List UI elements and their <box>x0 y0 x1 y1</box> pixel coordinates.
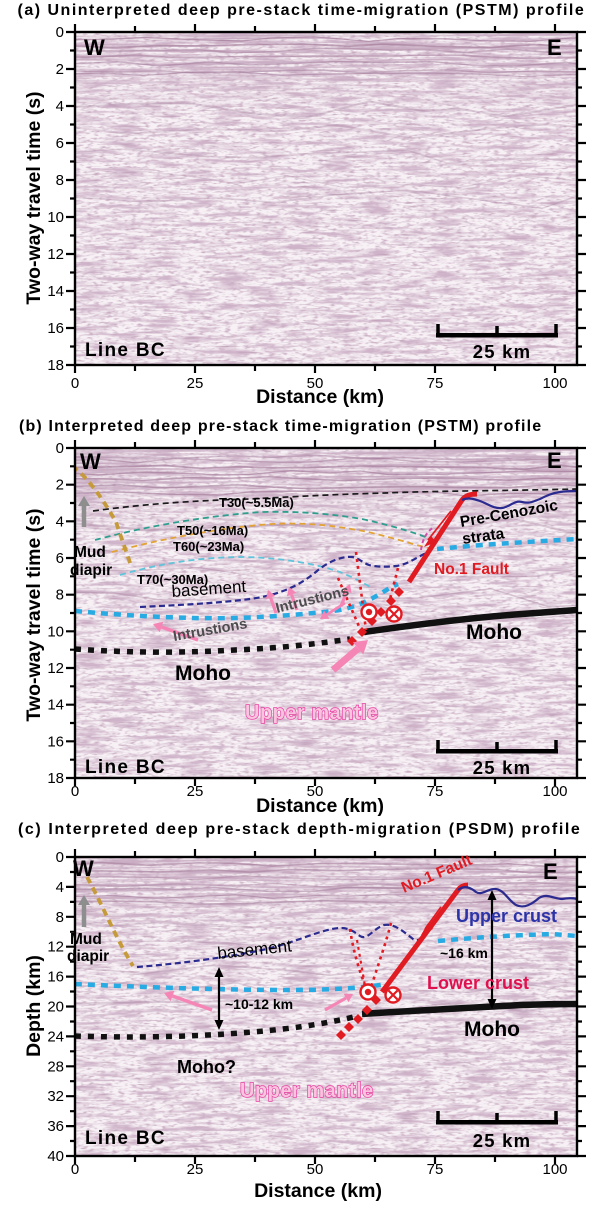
svg-text:20: 20 <box>47 999 64 1016</box>
svg-text:~16 km: ~16 km <box>440 945 488 961</box>
svg-text:10: 10 <box>47 623 64 640</box>
svg-text:W: W <box>80 449 101 474</box>
svg-text:6: 6 <box>56 550 64 567</box>
svg-text:28: 28 <box>47 1058 64 1075</box>
svg-text:14: 14 <box>47 697 64 714</box>
svg-text:4: 4 <box>56 879 64 896</box>
svg-text:Moho: Moho <box>175 662 231 685</box>
svg-text:25 km: 25 km <box>473 341 531 362</box>
svg-text:25: 25 <box>187 1161 204 1178</box>
svg-text:4: 4 <box>56 513 64 530</box>
svg-text:25: 25 <box>187 783 204 800</box>
svg-text:100: 100 <box>542 1161 567 1178</box>
svg-text:Upper crust: Upper crust <box>456 906 557 926</box>
svg-text:14: 14 <box>47 283 64 300</box>
svg-text:0: 0 <box>71 1161 79 1178</box>
svg-text:16: 16 <box>47 320 64 337</box>
svg-text:2: 2 <box>56 61 64 78</box>
svg-text:E: E <box>543 859 558 884</box>
svg-text:Line BC: Line BC <box>85 340 166 361</box>
svg-text:75: 75 <box>427 375 444 392</box>
svg-text:(c) Interpreted deep pre-stack: (c) Interpreted deep pre-stack depth-mig… <box>18 821 581 838</box>
svg-text:12: 12 <box>47 246 64 263</box>
svg-text:40: 40 <box>47 1148 64 1165</box>
svg-text:Line BC: Line BC <box>85 1128 166 1149</box>
svg-text:Mud: Mud <box>70 931 102 948</box>
svg-text:100: 100 <box>542 783 567 800</box>
svg-text:50: 50 <box>307 1161 324 1178</box>
svg-text:T50(~16Ma): T50(~16Ma) <box>177 523 248 538</box>
svg-text:Moho: Moho <box>466 621 522 644</box>
svg-text:T30(~5.5Ma): T30(~5.5Ma) <box>219 495 294 510</box>
svg-text:Two-way travel time (s): Two-way travel time (s) <box>23 508 45 721</box>
svg-text:T60(~23Ma): T60(~23Ma) <box>173 539 244 554</box>
svg-text:8: 8 <box>56 172 64 189</box>
svg-text:18: 18 <box>47 357 64 374</box>
svg-text:W: W <box>73 856 94 881</box>
svg-text:75: 75 <box>427 1161 444 1178</box>
svg-text:Moho: Moho <box>464 1018 520 1041</box>
svg-text:~10-12 km: ~10-12 km <box>225 996 293 1012</box>
svg-text:W: W <box>84 35 105 60</box>
svg-text:25 km: 25 km <box>473 757 531 778</box>
svg-text:50: 50 <box>307 375 324 392</box>
svg-text:36: 36 <box>47 1118 64 1135</box>
svg-text:16: 16 <box>47 733 64 750</box>
svg-text:strata: strata <box>461 525 506 548</box>
svg-text:0: 0 <box>56 24 64 41</box>
svg-text:0: 0 <box>56 440 64 457</box>
svg-text:Distance (km): Distance (km) <box>254 1180 382 1202</box>
svg-text:6: 6 <box>56 135 64 152</box>
svg-text:Line BC: Line BC <box>85 757 166 778</box>
svg-text:16: 16 <box>47 969 64 986</box>
svg-text:E: E <box>547 448 562 473</box>
svg-text:Upper mantle: Upper mantle <box>240 1080 374 1102</box>
svg-text:32: 32 <box>47 1088 64 1105</box>
svg-text:0: 0 <box>56 849 64 866</box>
svg-text:25 km: 25 km <box>473 1130 531 1151</box>
svg-text:12: 12 <box>47 939 64 956</box>
svg-text:diapir: diapir <box>70 562 112 579</box>
svg-text:No.1 Fault: No.1 Fault <box>434 561 509 578</box>
svg-text:0: 0 <box>71 783 79 800</box>
svg-text:24: 24 <box>47 1028 64 1045</box>
svg-text:Distance (km): Distance (km) <box>256 795 384 817</box>
svg-text:50: 50 <box>307 783 324 800</box>
svg-text:E: E <box>547 35 562 60</box>
svg-text:25: 25 <box>187 375 204 392</box>
svg-text:10: 10 <box>47 209 64 226</box>
svg-text:Moho?: Moho? <box>177 1057 236 1077</box>
svg-text:8: 8 <box>56 909 64 926</box>
svg-text:(b) Interpreted deep pre-stack: (b) Interpreted deep pre-stack time-migr… <box>19 418 542 435</box>
svg-text:Depth (km): Depth (km) <box>23 955 45 1057</box>
svg-text:12: 12 <box>47 660 64 677</box>
svg-text:0: 0 <box>71 375 79 392</box>
svg-text:8: 8 <box>56 587 64 604</box>
svg-text:Upper mantle: Upper mantle <box>245 702 379 724</box>
svg-text:diapir: diapir <box>67 948 109 965</box>
svg-text:2: 2 <box>56 477 64 494</box>
svg-text:Distance (km): Distance (km) <box>256 386 384 408</box>
svg-text:100: 100 <box>542 375 567 392</box>
svg-text:Lower crust: Lower crust <box>427 973 529 993</box>
svg-text:Mud: Mud <box>74 544 106 561</box>
svg-text:18: 18 <box>47 770 64 787</box>
svg-text:75: 75 <box>427 783 444 800</box>
svg-text:4: 4 <box>56 98 64 115</box>
svg-text:(a) Uninterpreted deep pre-sta: (a) Uninterpreted deep pre-stack time-mi… <box>18 2 586 19</box>
svg-text:T70(~30Ma): T70(~30Ma) <box>137 572 208 587</box>
svg-text:Two-way travel time (s): Two-way travel time (s) <box>23 91 45 304</box>
